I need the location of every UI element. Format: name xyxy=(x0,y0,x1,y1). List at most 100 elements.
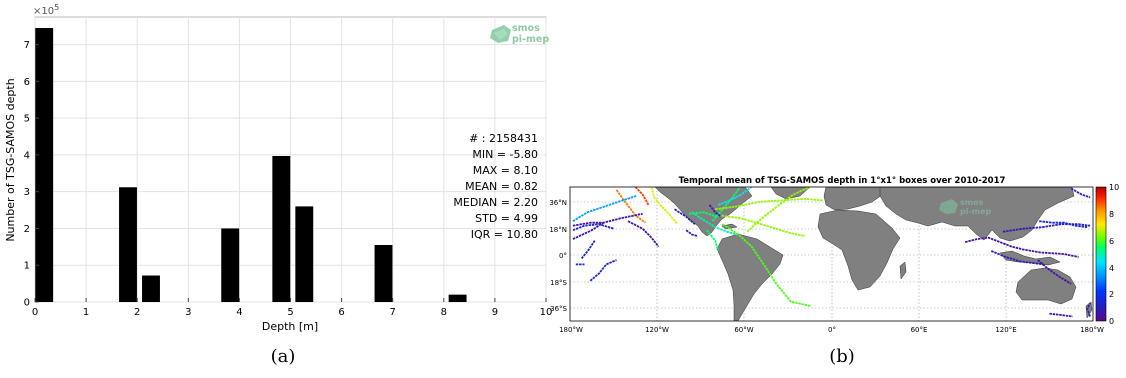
logo-b-line1: smos xyxy=(960,198,984,207)
lat-label: 36°S xyxy=(550,305,567,313)
x-tick-label: 7 xyxy=(390,307,396,318)
land-south-america xyxy=(716,233,784,321)
exponent-base: ×10 xyxy=(33,6,54,17)
y-tick-label: 5 xyxy=(24,114,30,125)
lon-label: 120°W xyxy=(645,326,669,334)
land-madagascar xyxy=(899,261,907,280)
x-tick-label: 0 xyxy=(32,307,38,318)
lon-label: 60°E xyxy=(911,326,928,334)
ship-track xyxy=(746,187,811,233)
ship-track xyxy=(572,195,638,222)
ship-track xyxy=(718,214,806,237)
colorbar-tick: 4 xyxy=(1109,264,1114,273)
x-tick-label: 8 xyxy=(441,307,447,318)
ship-track xyxy=(722,223,812,307)
caption-b: (b) xyxy=(829,346,855,367)
y-tick-label: 7 xyxy=(24,40,30,51)
lat-labels: 36°N 18°N 0° 18°S 36°S xyxy=(549,199,567,313)
lon-label: 0° xyxy=(828,326,836,334)
colorbar-tick: 8 xyxy=(1109,210,1114,219)
y-axis-label-a: Number of TSG-SAMOS depth xyxy=(4,78,17,241)
ship-track xyxy=(717,187,753,206)
x-axis-label-a: Depth [m] xyxy=(262,320,318,333)
exponent-power: 5 xyxy=(54,3,59,12)
y-tick-label: 6 xyxy=(24,77,30,88)
land-caribbean xyxy=(721,223,738,230)
y-tick-label: 1 xyxy=(24,261,30,272)
logo-b-mark xyxy=(939,199,958,214)
lon-label: 180°W xyxy=(559,326,583,334)
logo-a-mark xyxy=(490,25,511,43)
logo-a: smos pi-mep xyxy=(490,23,549,45)
ship-track xyxy=(589,259,617,282)
land-asia xyxy=(879,187,1075,242)
panel-b: Temporal mean of TSG-SAMOS depth in 1°x1… xyxy=(549,176,1119,367)
caption-a: (a) xyxy=(271,346,296,367)
colorbar-tick: 10 xyxy=(1109,183,1119,192)
stat-max: MAX = 8.10 xyxy=(473,164,538,177)
land-indonesia xyxy=(999,250,1061,266)
stat-std: STD = 4.99 xyxy=(475,212,538,225)
ship-track xyxy=(990,250,1044,266)
bar xyxy=(142,275,160,302)
ship-track xyxy=(627,220,660,248)
stat-iqr: IQR = 10.80 xyxy=(471,228,538,241)
stat-min: MIN = -5.80 xyxy=(472,148,538,161)
ship-track xyxy=(1002,223,1091,233)
y-tick-label: 0 xyxy=(24,298,30,309)
ship-track xyxy=(1070,187,1091,199)
lat-label: 0° xyxy=(559,252,567,260)
ship-track xyxy=(615,189,647,224)
x-tick-label: 5 xyxy=(287,307,293,318)
bar xyxy=(448,294,467,302)
lon-label: 60°W xyxy=(734,326,753,334)
ship-track xyxy=(634,187,650,206)
ship-track xyxy=(1049,312,1073,318)
y-tick-label: 2 xyxy=(24,224,30,235)
ship-tracks xyxy=(572,187,1091,318)
stat-median: MEDIAN = 2.20 xyxy=(453,196,538,209)
lat-label: 18°N xyxy=(549,226,567,234)
logo-a-line2: pi-mep xyxy=(512,34,549,45)
ship-track xyxy=(715,197,823,211)
colorbar: 10 8 6 4 2 0 xyxy=(1095,183,1119,326)
bar xyxy=(35,28,54,302)
map-frame xyxy=(569,186,1094,322)
stat-count: # : 2158431 xyxy=(469,132,538,145)
x-tick-label: 6 xyxy=(338,307,344,318)
bar xyxy=(295,206,314,302)
lat-label: 18°S xyxy=(550,279,567,287)
lon-labels: 180°W 120°W 60°W 0° 60°E 120°E 180°W xyxy=(559,326,1104,334)
x-tick-label: 1 xyxy=(83,307,89,318)
bar xyxy=(221,228,240,302)
x-tick-label: 4 xyxy=(236,307,242,318)
ship-track xyxy=(1086,302,1091,317)
colorbar-tick: 2 xyxy=(1109,290,1114,299)
bar xyxy=(119,187,137,302)
ship-track xyxy=(572,221,604,240)
ship-track xyxy=(1039,220,1088,229)
ship-track xyxy=(708,204,722,218)
ship-track xyxy=(572,223,614,232)
stat-mean: MEAN = 0.82 xyxy=(465,180,538,193)
ship-track xyxy=(691,211,738,236)
colorbar-gradient xyxy=(1095,186,1107,322)
lon-label: 180°W xyxy=(1080,326,1104,334)
x-tick-label: 3 xyxy=(185,307,191,318)
ship-track xyxy=(685,229,699,237)
x-tick-label: 10 xyxy=(540,307,553,318)
axes-a: 0 1 2 3 4 5 6 7 8 9 10 0 1 2 3 4 5 6 7 xyxy=(24,40,553,318)
bar xyxy=(272,156,291,302)
ship-track xyxy=(1037,259,1072,285)
land-africa xyxy=(817,209,901,291)
ship-track xyxy=(650,187,679,225)
lat-label: 36°N xyxy=(549,199,567,207)
exponent-label: ×105 xyxy=(33,3,59,17)
x-tick-label: 9 xyxy=(492,307,498,318)
ship-track xyxy=(705,229,720,252)
map-title: Temporal mean of TSG-SAMOS depth in 1°x1… xyxy=(679,176,1006,186)
x-tick-label: 2 xyxy=(134,307,140,318)
ship-track xyxy=(580,240,596,260)
logo-b-line2: pi-mep xyxy=(960,207,992,216)
